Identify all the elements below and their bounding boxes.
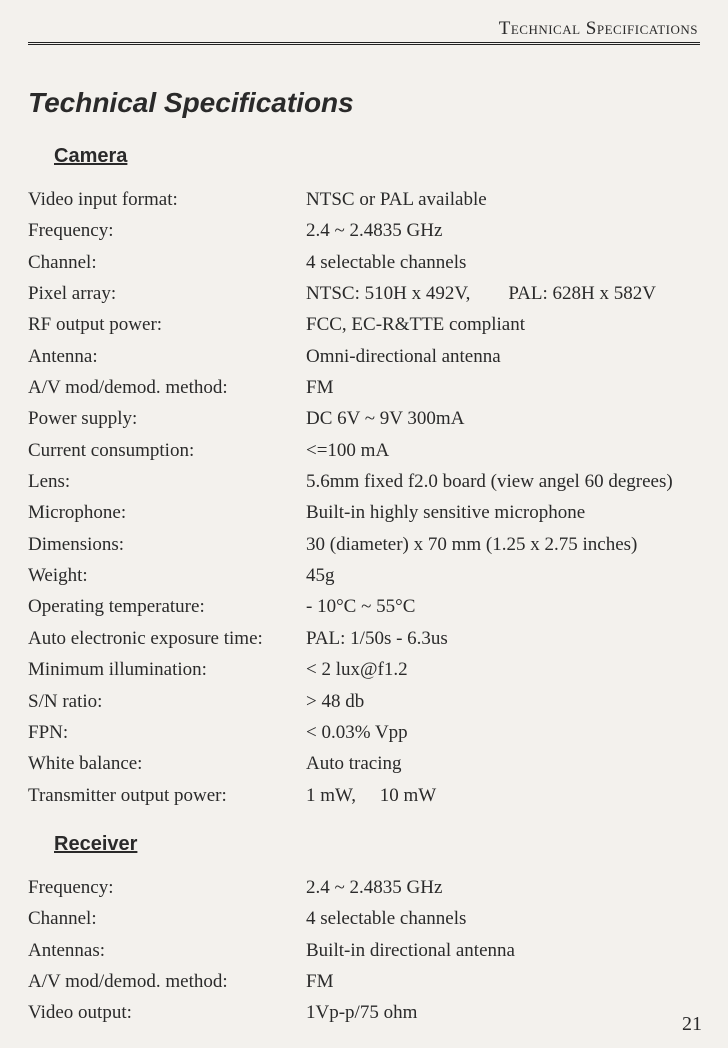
camera-row: A/V mod/demod. method:FM	[28, 372, 700, 403]
header-rule	[28, 42, 700, 45]
spec-value: - 10°C ~ 55°C	[306, 591, 700, 622]
spec-label: Antenna:	[28, 341, 306, 372]
camera-row: Operating temperature:- 10°C ~ 55°C	[28, 591, 700, 622]
spec-label: Transmitter output power:	[28, 780, 306, 811]
spec-value: 2.4 ~ 2.4835 GHz	[306, 872, 700, 903]
spec-value: DC 6V ~ 9V 300mA	[306, 403, 700, 434]
camera-row: Minimum illumination:< 2 lux@f1.2	[28, 654, 700, 685]
spec-label: Auto electronic exposure time:	[28, 623, 306, 654]
section-heading-receiver: Receiver	[54, 833, 700, 856]
spec-value: 30 (diameter) x 70 mm (1.25 x 2.75 inche…	[306, 529, 700, 560]
spec-value: 2.4 ~ 2.4835 GHz	[306, 215, 700, 246]
spec-value: 45g	[306, 560, 700, 591]
spec-value: Built-in directional antenna	[306, 935, 700, 966]
camera-row: RF output power:FCC, EC-R&TTE compliant	[28, 309, 700, 340]
camera-row: Weight:45g	[28, 560, 700, 591]
spec-value: FM	[306, 966, 700, 997]
spec-value: Auto tracing	[306, 748, 700, 779]
receiver-row: Channel:4 selectable channels	[28, 903, 700, 934]
camera-spec-list: Video input format:NTSC or PAL available…	[28, 184, 700, 811]
spec-value: 4 selectable channels	[306, 903, 700, 934]
spec-label: Dimensions:	[28, 529, 306, 560]
receiver-spec-list: Frequency:2.4 ~ 2.4835 GHzChannel:4 sele…	[28, 872, 700, 1029]
spec-label: Minimum illumination:	[28, 654, 306, 685]
camera-row: Frequency:2.4 ~ 2.4835 GHz	[28, 215, 700, 246]
spec-label: A/V mod/demod. method:	[28, 966, 306, 997]
spec-label: Power supply:	[28, 403, 306, 434]
camera-row: S/N ratio:> 48 db	[28, 686, 700, 717]
spec-value: Omni-directional antenna	[306, 341, 700, 372]
camera-row: White balance:Auto tracing	[28, 748, 700, 779]
spec-label: Lens:	[28, 466, 306, 497]
camera-row: Microphone:Built-in highly sensitive mic…	[28, 497, 700, 528]
receiver-row: Video output:1Vp-p/75 ohm	[28, 997, 700, 1028]
spec-value: FM	[306, 372, 700, 403]
camera-row: Antenna:Omni-directional antenna	[28, 341, 700, 372]
spec-label: Video output:	[28, 997, 306, 1028]
camera-row: Pixel array:NTSC: 510H x 492V, PAL: 628H…	[28, 278, 700, 309]
spec-value: 4 selectable channels	[306, 247, 700, 278]
camera-row: Transmitter output power:1 mW, 10 mW	[28, 780, 700, 811]
spec-value: 1 mW, 10 mW	[306, 780, 700, 811]
spec-label: Video input format:	[28, 184, 306, 215]
camera-row: Auto electronic exposure time:PAL: 1/50s…	[28, 623, 700, 654]
spec-value: 1Vp-p/75 ohm	[306, 997, 700, 1028]
camera-row: FPN:< 0.03% Vpp	[28, 717, 700, 748]
camera-row: Lens:5.6mm fixed f2.0 board (view angel …	[28, 466, 700, 497]
spec-label: Microphone:	[28, 497, 306, 528]
spec-value: Built-in highly sensitive microphone	[306, 497, 700, 528]
spec-value: PAL: 1/50s - 6.3us	[306, 623, 700, 654]
spec-value: 5.6mm fixed f2.0 board (view angel 60 de…	[306, 466, 700, 497]
receiver-row: A/V mod/demod. method:FM	[28, 966, 700, 997]
spec-value: NTSC: 510H x 492V, PAL: 628H x 582V	[306, 278, 700, 309]
camera-row: Power supply:DC 6V ~ 9V 300mA	[28, 403, 700, 434]
running-header: Technical Specifications	[28, 18, 698, 40]
receiver-row: Antennas:Built-in directional antenna	[28, 935, 700, 966]
spec-value: <=100 mA	[306, 435, 700, 466]
spec-label: Antennas:	[28, 935, 306, 966]
spec-label: Current consumption:	[28, 435, 306, 466]
page-number: 21	[682, 1013, 702, 1036]
camera-row: Video input format:NTSC or PAL available	[28, 184, 700, 215]
spec-label: Frequency:	[28, 215, 306, 246]
section-heading-camera: Camera	[54, 145, 700, 168]
page-title: Technical Specifications	[28, 87, 700, 119]
camera-row: Channel:4 selectable channels	[28, 247, 700, 278]
spec-label: Pixel array:	[28, 278, 306, 309]
spec-label: RF output power:	[28, 309, 306, 340]
spec-value: < 0.03% Vpp	[306, 717, 700, 748]
receiver-row: Frequency:2.4 ~ 2.4835 GHz	[28, 872, 700, 903]
spec-label: A/V mod/demod. method:	[28, 372, 306, 403]
spec-label: Channel:	[28, 247, 306, 278]
spec-label: Channel:	[28, 903, 306, 934]
spec-label: FPN:	[28, 717, 306, 748]
spec-label: White balance:	[28, 748, 306, 779]
camera-row: Dimensions:30 (diameter) x 70 mm (1.25 x…	[28, 529, 700, 560]
page: Technical Specifications Technical Speci…	[0, 0, 728, 1048]
spec-value: FCC, EC-R&TTE compliant	[306, 309, 700, 340]
spec-value: > 48 db	[306, 686, 700, 717]
spec-label: Frequency:	[28, 872, 306, 903]
camera-row: Current consumption:<=100 mA	[28, 435, 700, 466]
spec-value: NTSC or PAL available	[306, 184, 700, 215]
spec-label: Operating temperature:	[28, 591, 306, 622]
spec-label: Weight:	[28, 560, 306, 591]
spec-label: S/N ratio:	[28, 686, 306, 717]
spec-value: < 2 lux@f1.2	[306, 654, 700, 685]
